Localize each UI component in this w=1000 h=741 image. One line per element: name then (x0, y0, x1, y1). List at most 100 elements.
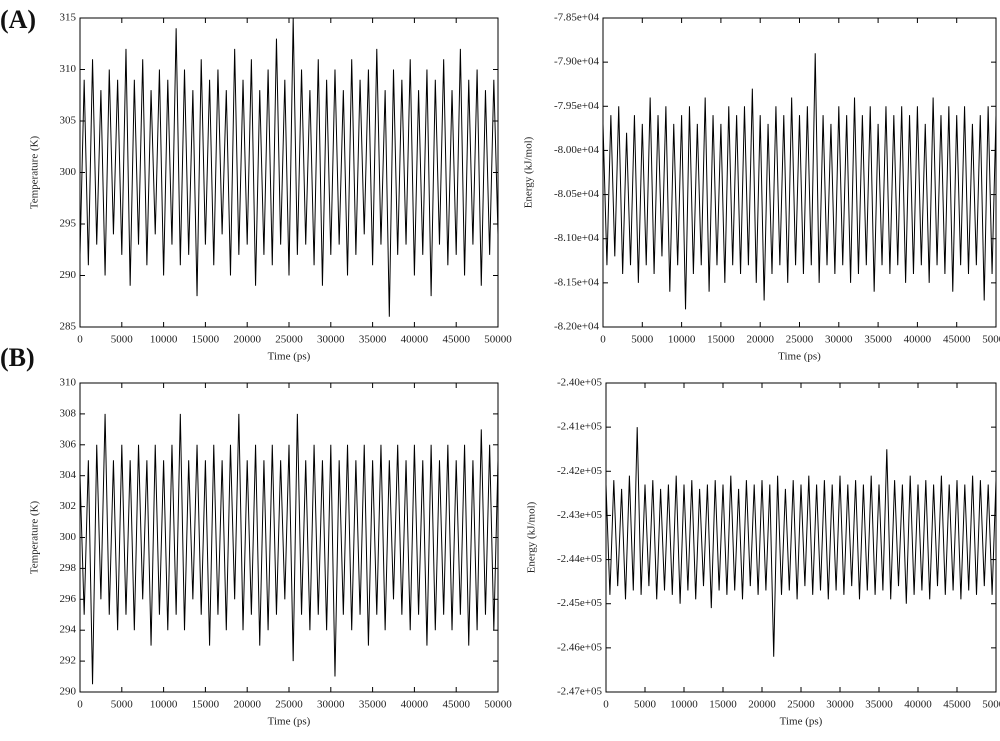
x-tick-label: 10000 (670, 699, 698, 711)
x-tick-label: 50000 (982, 334, 1000, 346)
y-tick-label: 285 (60, 321, 77, 333)
y-tick-label: 300 (60, 166, 77, 178)
y-tick-label: 315 (60, 12, 77, 24)
data-line (605, 427, 997, 657)
x-tick-label: 35000 (864, 334, 892, 346)
y-axis-label: Energy (kJ/mol) (523, 136, 535, 208)
x-tick-label: 5000 (111, 699, 134, 711)
x-tick-label: 0 (603, 699, 609, 711)
x-tick-label: 40000 (401, 334, 429, 346)
y-tick-label: 295 (60, 218, 77, 230)
chart-panel: 285 290 295 300 305 310 315 0 5000 10000 15000 2000… (29, 12, 513, 363)
y-tick-label: -7.95e+04 (554, 100, 599, 112)
y-tick-label: 310 (60, 63, 77, 75)
y-tick-label: 294 (60, 624, 77, 636)
data-line (602, 53, 997, 310)
y-tick-label: 305 (60, 115, 77, 127)
x-tick-label: 20000 (748, 699, 776, 711)
x-tick-label: 40000 (904, 699, 932, 711)
x-tick-label: 50000 (484, 334, 512, 346)
data-line (79, 17, 499, 317)
x-tick-label: 5000 (634, 699, 657, 711)
y-tick-label: -2.45e+05 (557, 597, 602, 609)
x-tick-label: 0 (77, 334, 83, 346)
x-tick-label: 25000 (275, 334, 303, 346)
x-tick-label: 50000 (484, 699, 512, 711)
x-tick-label: 20000 (233, 334, 261, 346)
y-tick-label: -8.20e+04 (554, 321, 599, 333)
x-tick-label: 45000 (943, 699, 971, 711)
x-tick-label: 10000 (668, 334, 696, 346)
x-tick-label: 25000 (275, 699, 303, 711)
y-tick-label: 306 (60, 438, 77, 450)
x-tick-label: 45000 (442, 699, 470, 711)
y-tick-label: -2.44e+05 (557, 553, 602, 565)
panel-label: (B) (0, 343, 35, 372)
panel-label: (A) (0, 5, 36, 34)
x-tick-label: 30000 (825, 334, 853, 346)
x-tick-label: 30000 (317, 699, 345, 711)
x-tick-label: 5000 (111, 334, 134, 346)
plot-frame (605, 382, 997, 693)
x-tick-label: 0 (600, 334, 606, 346)
x-tick-label: 15000 (192, 699, 220, 711)
x-tick-label: 40000 (401, 699, 429, 711)
y-tick-label: 298 (60, 562, 77, 574)
y-tick-label: 302 (60, 500, 77, 512)
y-tick-label: 290 (60, 686, 77, 698)
chart-panel: 290 292 294 296 298 300 302 304 306 308 310 0 5000 10… (29, 377, 513, 728)
y-tick-label: 290 (60, 269, 77, 281)
x-tick-label: 20000 (233, 699, 261, 711)
y-tick-label: -7.85e+04 (554, 12, 599, 24)
y-tick-label: -8.05e+04 (554, 188, 599, 200)
x-axis-label: Time (ps) (778, 351, 821, 363)
y-tick-label: 300 (60, 531, 77, 543)
x-tick-label: 15000 (709, 699, 737, 711)
y-axis-label: Temperature (K) (29, 135, 41, 209)
x-tick-label: 10000 (150, 699, 178, 711)
y-tick-label: 296 (60, 593, 77, 605)
y-tick-label: -2.47e+05 (557, 686, 602, 698)
x-tick-label: 45000 (943, 334, 971, 346)
x-tick-label: 5000 (631, 334, 654, 346)
plot-frame (602, 17, 997, 328)
x-tick-label: 40000 (904, 334, 932, 346)
chart-panel: -2.47e+05 -2.46e+05 -2.45e+05 -2.44e+05 -2.4… (526, 377, 1000, 728)
y-tick-label: -2.40e+05 (557, 377, 602, 389)
plot-frame (79, 382, 499, 693)
x-tick-label: 15000 (192, 334, 220, 346)
x-tick-label: 50000 (982, 699, 1000, 711)
y-tick-label: 310 (60, 377, 77, 389)
y-tick-label: -8.10e+04 (554, 232, 599, 244)
y-axis-label: Temperature (K) (29, 500, 41, 574)
x-tick-label: 30000 (826, 699, 854, 711)
x-axis-label: Time (ps) (268, 716, 311, 728)
y-tick-label: -8.15e+04 (554, 276, 599, 288)
x-tick-label: 20000 (746, 334, 774, 346)
x-tick-label: 35000 (865, 699, 893, 711)
x-tick-label: 35000 (359, 334, 387, 346)
x-tick-label: 25000 (786, 334, 814, 346)
data-line (79, 413, 499, 685)
y-tick-label: -2.42e+05 (557, 465, 602, 477)
x-tick-label: 25000 (787, 699, 815, 711)
y-tick-label: 292 (60, 655, 77, 667)
y-tick-label: -2.41e+05 (557, 421, 602, 433)
y-tick-label: 304 (60, 469, 77, 481)
x-tick-label: 10000 (150, 334, 178, 346)
y-tick-label: -7.90e+04 (554, 56, 599, 68)
x-tick-label: 15000 (707, 334, 735, 346)
x-axis-label: Time (ps) (780, 716, 823, 728)
y-tick-label: 308 (60, 407, 77, 419)
x-tick-label: 35000 (359, 699, 387, 711)
chart-panel: -8.20e+04 -8.15e+04 -8.10e+04 -8.05e+04 -8.0… (523, 12, 1000, 363)
y-tick-label: -2.46e+05 (557, 641, 602, 653)
x-tick-label: 30000 (317, 334, 345, 346)
y-tick-label: -8.00e+04 (554, 144, 599, 156)
x-tick-label: 45000 (442, 334, 470, 346)
x-axis-label: Time (ps) (268, 351, 311, 363)
y-tick-label: -2.43e+05 (557, 509, 602, 521)
x-tick-label: 0 (77, 699, 83, 711)
y-axis-label: Energy (kJ/mol) (526, 501, 538, 573)
